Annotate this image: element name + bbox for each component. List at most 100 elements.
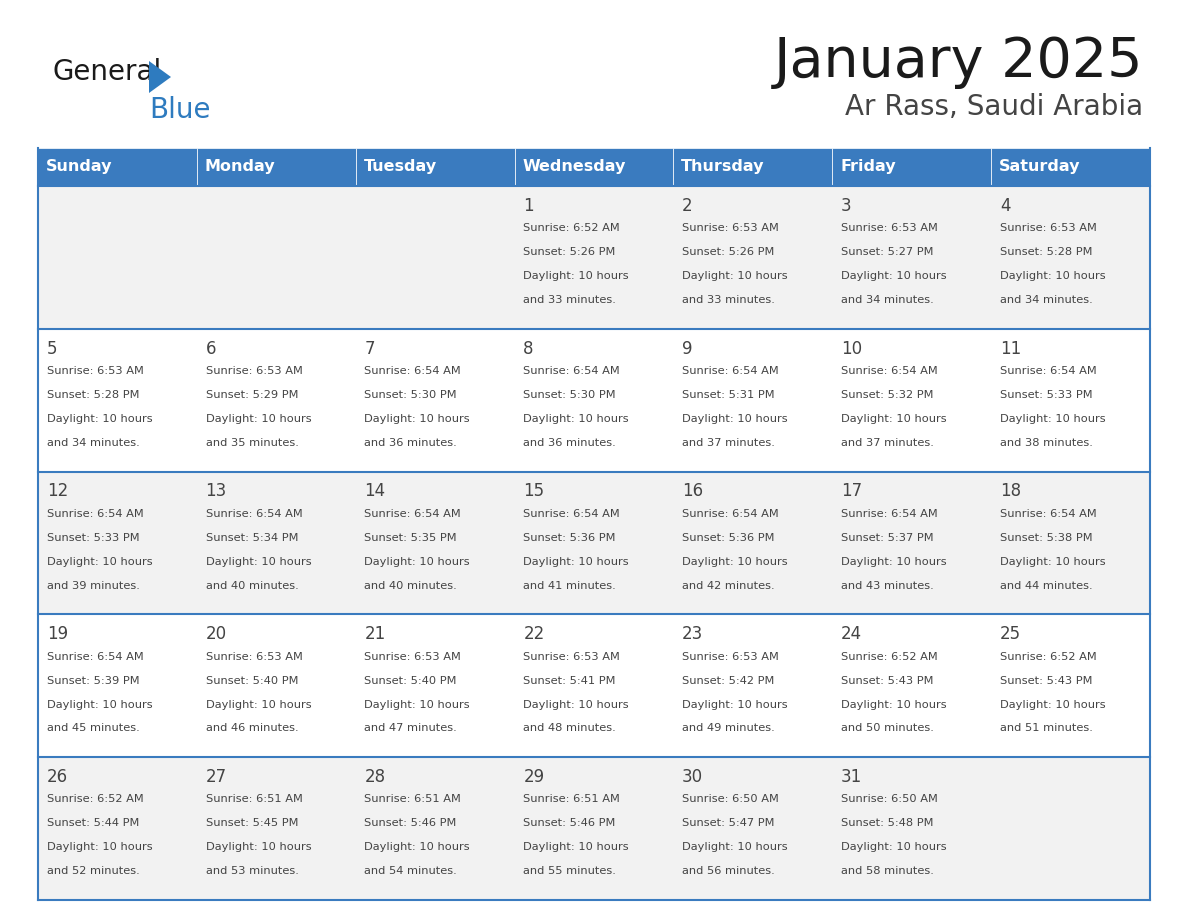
Text: Sunrise: 6:53 AM: Sunrise: 6:53 AM bbox=[46, 366, 144, 376]
Text: Sunrise: 6:54 AM: Sunrise: 6:54 AM bbox=[46, 509, 144, 519]
Text: Sunset: 5:46 PM: Sunset: 5:46 PM bbox=[365, 818, 457, 828]
Text: Daylight: 10 hours: Daylight: 10 hours bbox=[206, 556, 311, 566]
Text: and 45 minutes.: and 45 minutes. bbox=[46, 723, 139, 733]
Text: Sunset: 5:46 PM: Sunset: 5:46 PM bbox=[523, 818, 615, 828]
Text: Sunrise: 6:54 AM: Sunrise: 6:54 AM bbox=[46, 652, 144, 662]
Text: Sunset: 5:35 PM: Sunset: 5:35 PM bbox=[365, 532, 457, 543]
Text: Sunset: 5:44 PM: Sunset: 5:44 PM bbox=[46, 818, 139, 828]
Text: and 40 minutes.: and 40 minutes. bbox=[206, 581, 298, 590]
Text: Daylight: 10 hours: Daylight: 10 hours bbox=[46, 556, 152, 566]
Text: Sunrise: 6:54 AM: Sunrise: 6:54 AM bbox=[365, 509, 461, 519]
Text: Thursday: Thursday bbox=[682, 160, 765, 174]
Text: Saturday: Saturday bbox=[999, 160, 1081, 174]
Text: Daylight: 10 hours: Daylight: 10 hours bbox=[206, 700, 311, 710]
Text: and 49 minutes.: and 49 minutes. bbox=[682, 723, 775, 733]
Text: Sunset: 5:37 PM: Sunset: 5:37 PM bbox=[841, 532, 934, 543]
Text: and 34 minutes.: and 34 minutes. bbox=[46, 438, 139, 448]
Text: Daylight: 10 hours: Daylight: 10 hours bbox=[365, 700, 470, 710]
Text: Sunset: 5:33 PM: Sunset: 5:33 PM bbox=[46, 532, 139, 543]
Text: 28: 28 bbox=[365, 768, 386, 786]
Text: and 48 minutes.: and 48 minutes. bbox=[523, 723, 617, 733]
Text: and 43 minutes.: and 43 minutes. bbox=[841, 581, 934, 590]
Text: Daylight: 10 hours: Daylight: 10 hours bbox=[523, 843, 628, 852]
Text: and 44 minutes.: and 44 minutes. bbox=[1000, 581, 1093, 590]
Text: 9: 9 bbox=[682, 340, 693, 357]
Text: Daylight: 10 hours: Daylight: 10 hours bbox=[1000, 700, 1106, 710]
FancyBboxPatch shape bbox=[38, 186, 1150, 329]
Text: Daylight: 10 hours: Daylight: 10 hours bbox=[682, 700, 788, 710]
Text: 30: 30 bbox=[682, 768, 703, 786]
Text: Daylight: 10 hours: Daylight: 10 hours bbox=[206, 843, 311, 852]
Text: Daylight: 10 hours: Daylight: 10 hours bbox=[682, 843, 788, 852]
Text: 3: 3 bbox=[841, 196, 852, 215]
FancyBboxPatch shape bbox=[991, 148, 1150, 186]
Text: Sunrise: 6:53 AM: Sunrise: 6:53 AM bbox=[841, 223, 937, 233]
Text: Daylight: 10 hours: Daylight: 10 hours bbox=[841, 843, 947, 852]
Text: and 54 minutes.: and 54 minutes. bbox=[365, 867, 457, 877]
Text: Daylight: 10 hours: Daylight: 10 hours bbox=[46, 414, 152, 424]
Text: Sunrise: 6:54 AM: Sunrise: 6:54 AM bbox=[523, 366, 620, 376]
Text: and 46 minutes.: and 46 minutes. bbox=[206, 723, 298, 733]
Text: Daylight: 10 hours: Daylight: 10 hours bbox=[206, 414, 311, 424]
Text: Daylight: 10 hours: Daylight: 10 hours bbox=[682, 414, 788, 424]
Text: Sunset: 5:26 PM: Sunset: 5:26 PM bbox=[682, 247, 775, 257]
Text: and 34 minutes.: and 34 minutes. bbox=[841, 295, 934, 305]
Text: 29: 29 bbox=[523, 768, 544, 786]
Text: Sunrise: 6:52 AM: Sunrise: 6:52 AM bbox=[523, 223, 620, 233]
Text: and 33 minutes.: and 33 minutes. bbox=[682, 295, 775, 305]
Text: 23: 23 bbox=[682, 625, 703, 644]
Text: Sunrise: 6:53 AM: Sunrise: 6:53 AM bbox=[206, 366, 303, 376]
Text: Daylight: 10 hours: Daylight: 10 hours bbox=[1000, 556, 1106, 566]
Text: Sunset: 5:36 PM: Sunset: 5:36 PM bbox=[682, 532, 775, 543]
Text: and 34 minutes.: and 34 minutes. bbox=[1000, 295, 1093, 305]
Text: Sunset: 5:27 PM: Sunset: 5:27 PM bbox=[841, 247, 934, 257]
Text: Friday: Friday bbox=[840, 160, 896, 174]
Text: 13: 13 bbox=[206, 482, 227, 500]
Text: Sunset: 5:33 PM: Sunset: 5:33 PM bbox=[1000, 390, 1093, 400]
Text: and 47 minutes.: and 47 minutes. bbox=[365, 723, 457, 733]
Text: Wednesday: Wednesday bbox=[523, 160, 626, 174]
Text: Sunrise: 6:53 AM: Sunrise: 6:53 AM bbox=[206, 652, 303, 662]
Text: Daylight: 10 hours: Daylight: 10 hours bbox=[365, 843, 470, 852]
FancyBboxPatch shape bbox=[197, 148, 355, 186]
Text: Daylight: 10 hours: Daylight: 10 hours bbox=[841, 271, 947, 281]
Text: 25: 25 bbox=[1000, 625, 1020, 644]
Text: Daylight: 10 hours: Daylight: 10 hours bbox=[523, 271, 628, 281]
Text: and 35 minutes.: and 35 minutes. bbox=[206, 438, 298, 448]
Text: Daylight: 10 hours: Daylight: 10 hours bbox=[1000, 271, 1106, 281]
Text: Sunset: 5:32 PM: Sunset: 5:32 PM bbox=[841, 390, 934, 400]
Text: and 56 minutes.: and 56 minutes. bbox=[682, 867, 775, 877]
Text: Ar Rass, Saudi Arabia: Ar Rass, Saudi Arabia bbox=[845, 93, 1143, 121]
Text: Sunset: 5:30 PM: Sunset: 5:30 PM bbox=[365, 390, 457, 400]
Text: and 41 minutes.: and 41 minutes. bbox=[523, 581, 617, 590]
Text: 16: 16 bbox=[682, 482, 703, 500]
Text: General: General bbox=[52, 58, 162, 86]
Text: Sunrise: 6:53 AM: Sunrise: 6:53 AM bbox=[1000, 223, 1097, 233]
Text: Tuesday: Tuesday bbox=[364, 160, 437, 174]
Text: Sunset: 5:26 PM: Sunset: 5:26 PM bbox=[523, 247, 615, 257]
Text: 8: 8 bbox=[523, 340, 533, 357]
Text: Daylight: 10 hours: Daylight: 10 hours bbox=[841, 556, 947, 566]
FancyBboxPatch shape bbox=[355, 148, 514, 186]
Text: Sunrise: 6:53 AM: Sunrise: 6:53 AM bbox=[682, 223, 779, 233]
Text: Sunset: 5:43 PM: Sunset: 5:43 PM bbox=[841, 676, 934, 686]
Text: Sunset: 5:38 PM: Sunset: 5:38 PM bbox=[1000, 532, 1093, 543]
Text: Sunset: 5:42 PM: Sunset: 5:42 PM bbox=[682, 676, 775, 686]
Text: 15: 15 bbox=[523, 482, 544, 500]
Text: and 52 minutes.: and 52 minutes. bbox=[46, 867, 139, 877]
Text: Monday: Monday bbox=[204, 160, 276, 174]
Text: Sunrise: 6:54 AM: Sunrise: 6:54 AM bbox=[841, 509, 937, 519]
Text: 31: 31 bbox=[841, 768, 862, 786]
Text: Sunset: 5:40 PM: Sunset: 5:40 PM bbox=[365, 676, 457, 686]
Text: Sunrise: 6:54 AM: Sunrise: 6:54 AM bbox=[682, 366, 779, 376]
Text: 2: 2 bbox=[682, 196, 693, 215]
Text: 1: 1 bbox=[523, 196, 533, 215]
Text: Sunrise: 6:52 AM: Sunrise: 6:52 AM bbox=[46, 794, 144, 804]
Text: 12: 12 bbox=[46, 482, 68, 500]
Text: Daylight: 10 hours: Daylight: 10 hours bbox=[523, 414, 628, 424]
Text: Sunset: 5:47 PM: Sunset: 5:47 PM bbox=[682, 818, 775, 828]
Text: 11: 11 bbox=[1000, 340, 1022, 357]
Text: Sunrise: 6:50 AM: Sunrise: 6:50 AM bbox=[841, 794, 937, 804]
Text: 22: 22 bbox=[523, 625, 544, 644]
Polygon shape bbox=[148, 61, 171, 93]
